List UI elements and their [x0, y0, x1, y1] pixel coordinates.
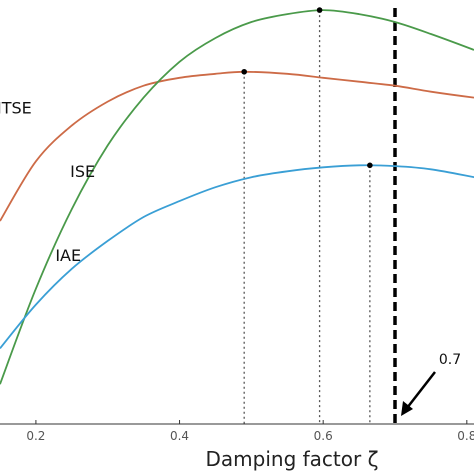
- x-tick-label: 0.8: [457, 429, 474, 443]
- series-label-itse: ITSE: [0, 99, 32, 118]
- peak-point-ise: [316, 7, 323, 13]
- series-label-iae: IAE: [55, 246, 81, 265]
- x-axis-label: Damping factor ζ: [206, 447, 379, 471]
- x-tick-label: 0.4: [170, 429, 189, 443]
- x-tick-label: 0.6: [314, 429, 333, 443]
- series-line-itse: [0, 70, 474, 222]
- annotation-label: 0.7: [439, 352, 461, 368]
- annotation-arrow-shaft: [406, 371, 436, 409]
- series-line-iae: [0, 164, 474, 349]
- peak-point-iae: [367, 162, 373, 169]
- series-line-ise: [0, 9, 474, 385]
- series-label-ise: ISE: [70, 162, 95, 181]
- x-tick-label: 0.2: [26, 429, 45, 443]
- peak-point-itse: [241, 68, 247, 75]
- annotation-arrow-head: [401, 401, 413, 416]
